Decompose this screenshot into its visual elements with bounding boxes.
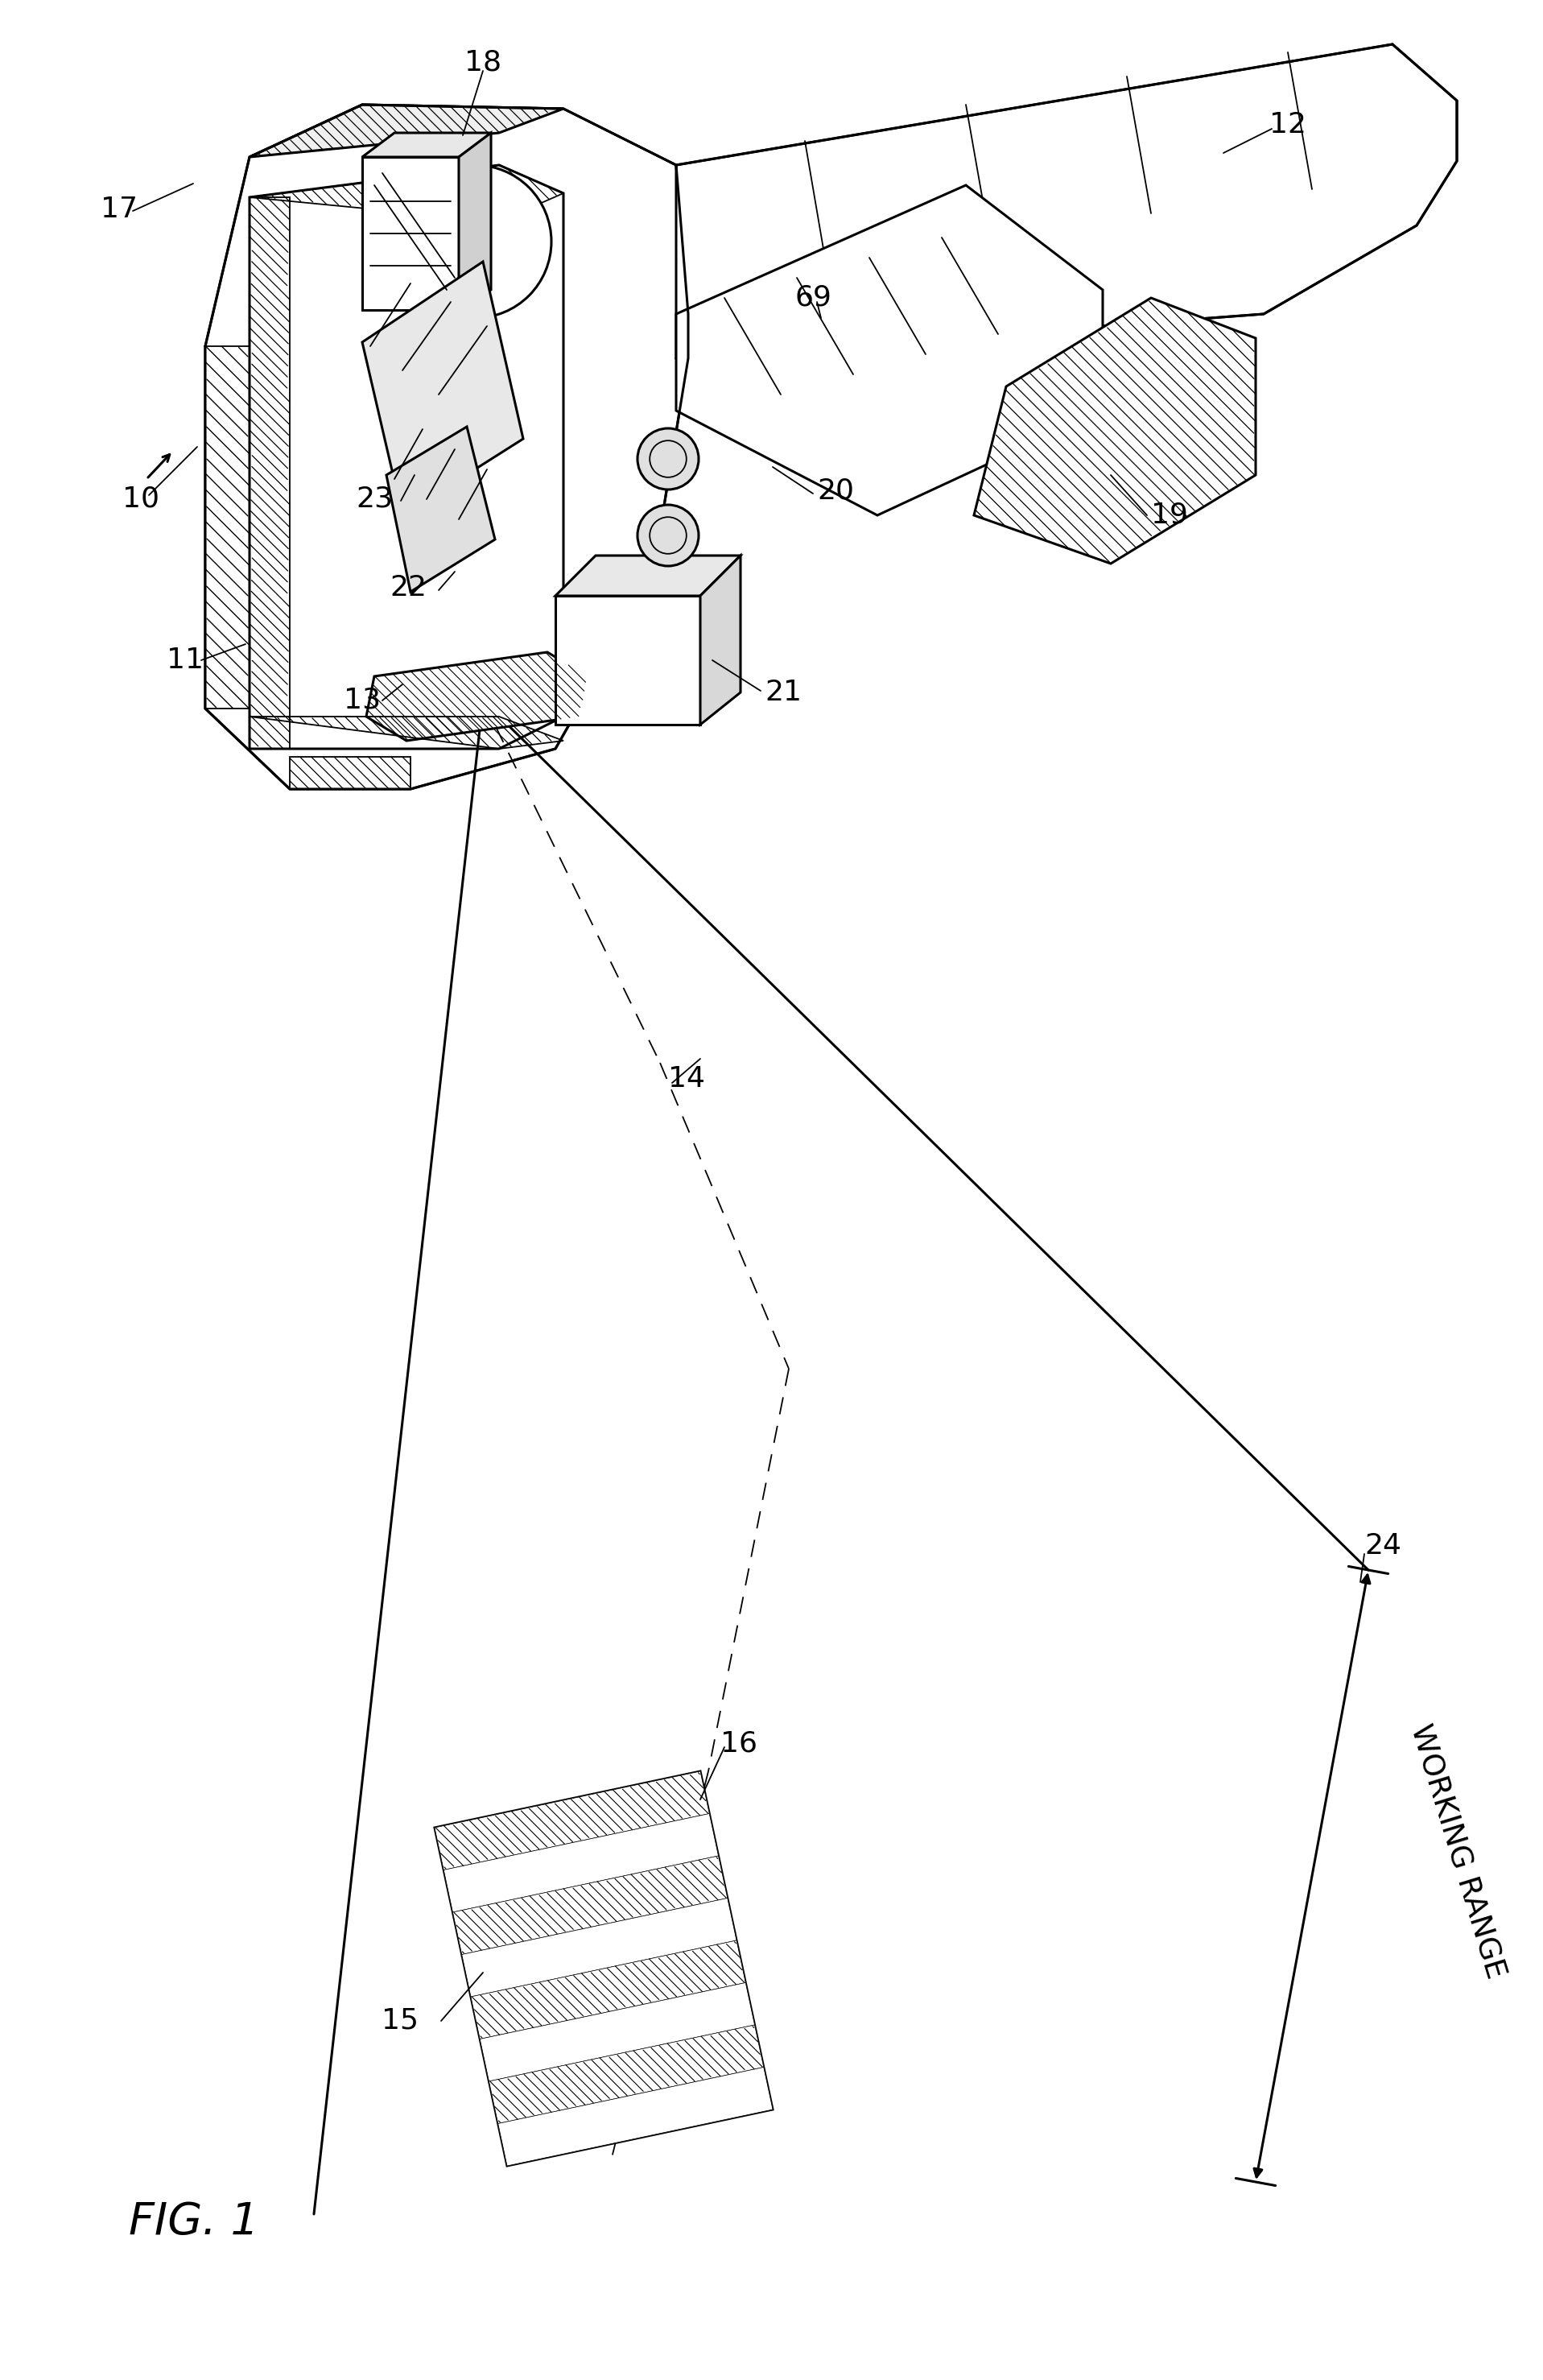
Text: 23: 23 bbox=[356, 486, 393, 512]
Polygon shape bbox=[250, 164, 563, 750]
Polygon shape bbox=[676, 186, 1103, 516]
Polygon shape bbox=[205, 345, 250, 709]
Polygon shape bbox=[290, 757, 410, 790]
Polygon shape bbox=[452, 1856, 727, 1954]
Text: 11: 11 bbox=[167, 647, 204, 674]
Polygon shape bbox=[471, 1940, 745, 2040]
Text: 15: 15 bbox=[381, 2006, 418, 2035]
Text: 12: 12 bbox=[1270, 112, 1307, 138]
Polygon shape bbox=[386, 426, 495, 593]
Text: 69: 69 bbox=[795, 283, 832, 312]
Polygon shape bbox=[458, 133, 491, 309]
Polygon shape bbox=[701, 555, 741, 724]
Polygon shape bbox=[366, 652, 588, 740]
Text: 18: 18 bbox=[464, 50, 501, 76]
Circle shape bbox=[637, 505, 699, 566]
Text: 21: 21 bbox=[765, 678, 802, 707]
Polygon shape bbox=[676, 45, 1457, 359]
Polygon shape bbox=[250, 105, 563, 157]
Polygon shape bbox=[480, 1983, 755, 2080]
Polygon shape bbox=[498, 2068, 773, 2166]
Polygon shape bbox=[205, 105, 688, 790]
Text: 24: 24 bbox=[1364, 1533, 1401, 1559]
Polygon shape bbox=[461, 1899, 736, 1997]
Polygon shape bbox=[363, 157, 458, 309]
Polygon shape bbox=[363, 133, 491, 157]
Polygon shape bbox=[974, 298, 1256, 564]
Polygon shape bbox=[363, 262, 523, 516]
Polygon shape bbox=[555, 555, 741, 595]
Polygon shape bbox=[435, 1771, 773, 2166]
Polygon shape bbox=[489, 2025, 764, 2123]
Polygon shape bbox=[435, 1771, 710, 1871]
Text: WORKING RANGE: WORKING RANGE bbox=[1404, 1721, 1509, 1983]
Text: 19: 19 bbox=[1151, 502, 1188, 528]
Circle shape bbox=[398, 164, 551, 319]
Text: 17: 17 bbox=[100, 195, 137, 224]
Polygon shape bbox=[555, 595, 701, 724]
Text: 22: 22 bbox=[389, 574, 426, 602]
Text: 14: 14 bbox=[668, 1066, 705, 1092]
Text: 16: 16 bbox=[721, 1730, 758, 1756]
Text: 20: 20 bbox=[816, 478, 853, 505]
Text: FIG. 1: FIG. 1 bbox=[128, 2202, 259, 2244]
Polygon shape bbox=[444, 1814, 719, 1911]
Text: 13: 13 bbox=[344, 688, 381, 714]
Text: 10: 10 bbox=[122, 486, 159, 512]
Circle shape bbox=[637, 428, 699, 490]
